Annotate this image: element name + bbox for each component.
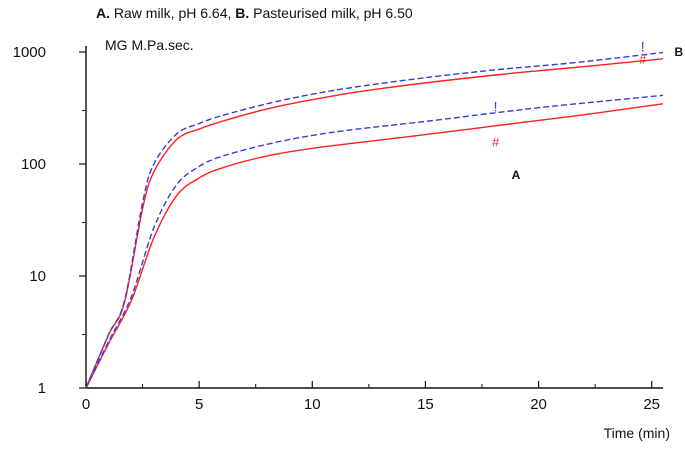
x-axis-label: Time (min) <box>604 425 670 441</box>
x-tick-label: 25 <box>643 396 660 413</box>
x-tick-label: 20 <box>530 396 547 413</box>
annotation-label: # <box>639 52 647 67</box>
title-part: Raw milk, pH 6.64, <box>110 5 235 21</box>
chart-title: A. Raw milk, pH 6.64, B. Pasteurised mil… <box>96 5 413 21</box>
annotation-label: # <box>492 135 500 150</box>
x-tick-label: 15 <box>417 396 434 413</box>
series-line-a-solid <box>85 103 664 389</box>
x-tick-label: 10 <box>304 396 321 413</box>
annotation-label: B <box>675 45 684 59</box>
y-axis-label: MG M.Pa.sec. <box>105 37 194 53</box>
annotations: A B # #!! <box>492 38 684 181</box>
title-part: B. <box>235 5 249 21</box>
y-tick-label: 10 <box>29 268 46 285</box>
x-tick-label: 5 <box>195 396 203 413</box>
y-tick-label: 1 <box>38 380 46 397</box>
series-group <box>85 51 664 389</box>
annotation-label: ! <box>641 38 645 54</box>
series-line-b-dashed <box>85 51 664 389</box>
axes: 0 5 10 15 20 25 1 10 100 1000 <box>13 44 663 413</box>
series-line-b-solid <box>85 58 664 389</box>
annotation-label: A <box>512 168 521 182</box>
title-part: A. <box>96 5 110 21</box>
annotation-label: ! <box>494 98 498 114</box>
x-tick-label: 0 <box>82 396 90 413</box>
y-tick-label: 100 <box>21 156 46 173</box>
series-line-a-dashed <box>85 94 664 389</box>
title-part: Pasteurised milk, pH 6.50 <box>249 5 413 21</box>
y-tick-label: 1000 <box>13 44 46 61</box>
